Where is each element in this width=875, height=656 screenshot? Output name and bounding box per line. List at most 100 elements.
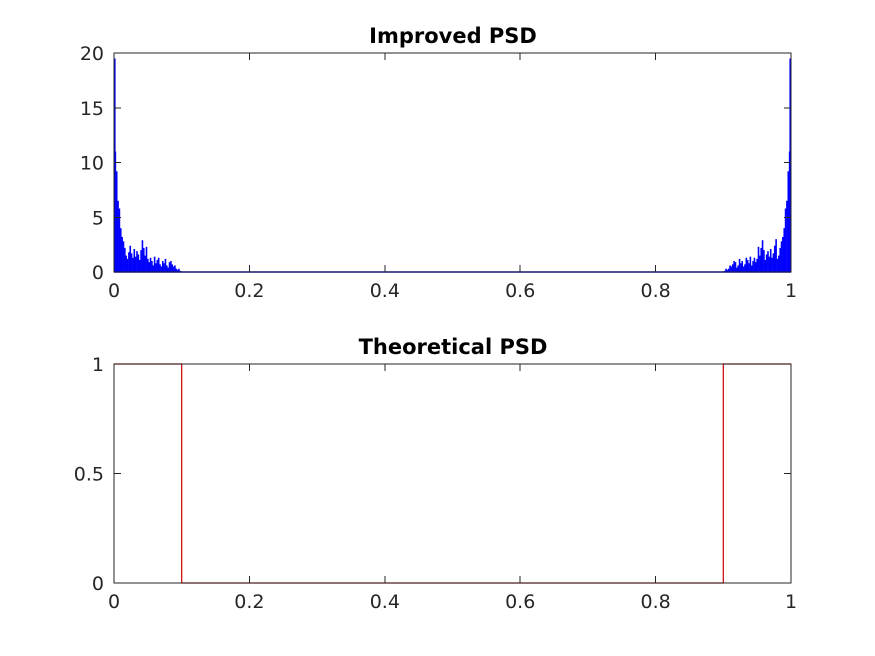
psd-bar: [145, 246, 148, 272]
psd-bar: [725, 268, 727, 272]
psd-bar: [783, 228, 786, 272]
x-tick-label: 0.4: [370, 591, 400, 613]
psd-bar: [753, 257, 756, 272]
psd-bar: [168, 262, 171, 272]
psd-bar: [144, 255, 146, 272]
psd-bar: [744, 264, 746, 272]
psd-bar: [749, 256, 752, 272]
x-tick-label: 1: [785, 280, 797, 302]
psd-bar: [745, 257, 748, 272]
psd-bar: [763, 250, 765, 272]
psd-bar: [159, 264, 161, 272]
psd-bar: [130, 253, 133, 272]
psd-bar: [128, 252, 130, 272]
psd-bar: [133, 249, 136, 272]
psd-bar: [148, 262, 151, 272]
psd-bar: [771, 257, 773, 272]
psd-bar: [166, 265, 168, 272]
psd-bar: [121, 236, 123, 272]
psd-bar: [746, 259, 749, 272]
psd-bar: [156, 259, 159, 272]
psd-bar: [174, 265, 176, 272]
psd-bar: [129, 245, 132, 272]
psd-bar: [760, 247, 763, 272]
psd-bar: [147, 258, 149, 272]
psd-bar: [125, 255, 127, 272]
psd-bar: [726, 269, 729, 272]
psd-bar: [149, 257, 152, 272]
y-tick-label: 1: [92, 354, 104, 376]
psd-bar: [179, 270, 182, 272]
psd-bar: [782, 236, 784, 272]
psd-bar: [750, 265, 753, 272]
x-tick-label: 0.8: [640, 280, 670, 302]
x-tick-label: 0.2: [234, 280, 264, 302]
psd-bar: [137, 254, 140, 272]
psd-bar: [163, 263, 165, 272]
psd-bar: [118, 208, 121, 272]
chart-title-improved-psd: Improved PSD: [369, 24, 537, 48]
psd-bar: [124, 247, 126, 272]
psd-bar: [738, 258, 741, 272]
x-tick-label: 0: [108, 280, 120, 302]
psd-bar: [141, 240, 144, 272]
psd-bar: [737, 265, 739, 272]
x-tick-label: 0: [108, 591, 120, 613]
y-tick-label: 0: [92, 262, 104, 284]
y-tick-label: 5: [92, 207, 104, 229]
chart-title-theoretical-psd: Theoretical PSD: [359, 335, 548, 359]
psd-bar: [756, 258, 758, 272]
psd-bar: [741, 261, 744, 272]
psd-bar: [119, 228, 122, 272]
psd-bar: [754, 262, 757, 272]
x-tick-label: 0.6: [505, 591, 535, 613]
psd-bar: [138, 259, 141, 272]
y-tick-label: 0.5: [74, 464, 104, 486]
psd-bar: [757, 246, 760, 272]
x-tick-label: 0.4: [370, 280, 400, 302]
psd-bar: [736, 267, 738, 272]
psd-bar: [772, 253, 775, 272]
x-tick-label: 0.8: [640, 591, 670, 613]
psd-bar: [136, 251, 138, 272]
psd-bar: [114, 151, 117, 272]
psd-bar: [155, 263, 157, 272]
psd-bar: [161, 261, 164, 272]
psd-bar: [765, 254, 768, 272]
psd-bar: [167, 267, 169, 272]
psd-bar: [115, 171, 118, 272]
theoretical-psd-ticks: 0 0.2 0.4 0.6 0.8 1 0 0.5 1: [74, 354, 797, 613]
psd-bar: [773, 245, 776, 272]
psd-bar: [752, 261, 754, 272]
psd-bar: [787, 171, 790, 272]
psd-bar: [729, 265, 731, 272]
psd-bar: [767, 251, 769, 272]
psd-bar: [142, 247, 145, 272]
psd-bar: [152, 265, 155, 272]
psd-bar: [126, 258, 129, 272]
psd-bar: [740, 263, 742, 272]
psd-bar: [727, 268, 730, 272]
y-tick-label: 20: [80, 43, 104, 65]
psd-bar: [157, 257, 160, 272]
psd-bar: [730, 266, 733, 272]
psd-bar: [776, 258, 779, 272]
psd-bar: [780, 241, 783, 272]
x-tick-label: 0.6: [505, 280, 535, 302]
psd-bar: [134, 256, 137, 272]
psd-bar: [170, 261, 172, 272]
y-tick-label: 10: [80, 153, 104, 175]
psd-bar: [176, 269, 179, 272]
theoretical-psd-axes: Theoretical PSD 0 0.2 0.4 0.6 0.8 1 0 0.5 1: [74, 335, 797, 613]
y-tick-label: 0: [92, 573, 104, 595]
psd-bar: [768, 256, 771, 272]
psd-bar: [779, 247, 781, 272]
psd-bar: [769, 249, 772, 272]
psd-bar: [789, 58, 791, 272]
psd-bar: [117, 200, 119, 272]
psd-bar: [775, 239, 777, 272]
psd-bar: [734, 262, 737, 272]
psd-bar: [742, 266, 745, 272]
